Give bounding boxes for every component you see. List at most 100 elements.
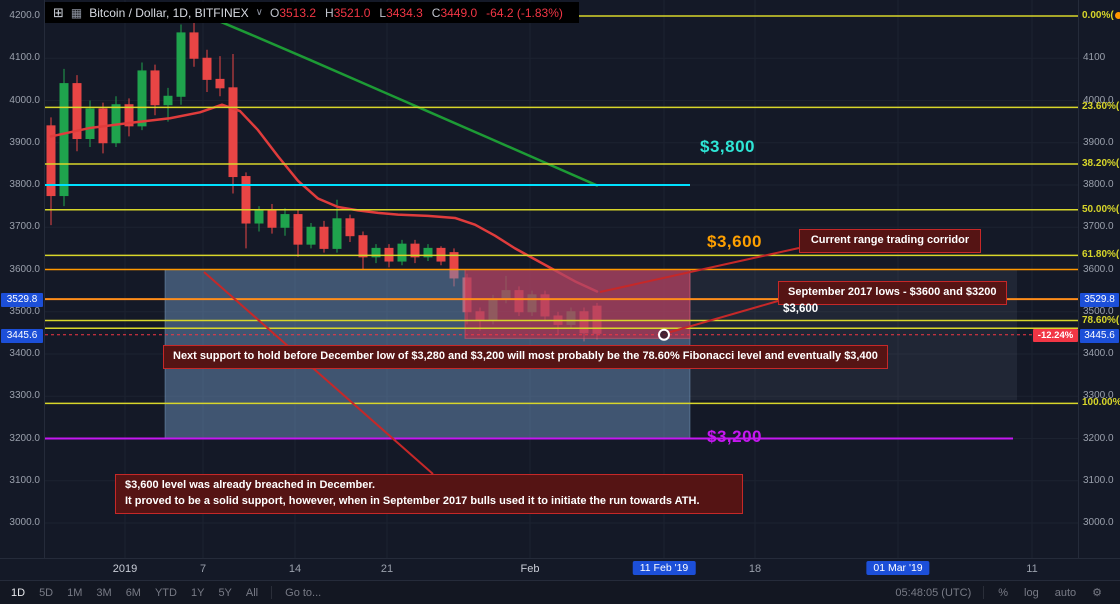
candle-body (137, 70, 147, 127)
price-tick-label: 3400.0 (1083, 348, 1114, 359)
date-tick-label: 14 (288, 563, 302, 575)
price-tick-label: 3100.0 (1083, 474, 1114, 486)
scale-button-percent[interactable]: % (998, 586, 1009, 599)
chevron-down-icon[interactable]: ∨ (255, 7, 263, 18)
candle-body (189, 32, 199, 59)
date-tick-label: Feb (520, 563, 540, 575)
range-button-3m[interactable]: 3M (96, 586, 112, 599)
range-button-6m[interactable]: 6M (125, 586, 141, 599)
annotation-arrow-line (599, 247, 800, 293)
fib-percent-label: 50.00%( (1082, 203, 1120, 215)
date-tick-label: 21 (380, 563, 394, 575)
range-button-1m[interactable]: 1M (67, 586, 83, 599)
annotation-arrow-line (203, 271, 434, 475)
annotation-3600-history-line1: $3,600 level was already breached in Dec… (125, 479, 376, 491)
goto-button[interactable]: Go to... (285, 586, 322, 599)
candle-body (280, 214, 290, 228)
fib-percent-label: 38.20%( (1082, 158, 1120, 169)
date-badge: 01 Mar '19 (866, 561, 930, 575)
price-tick-label: 3800.0 (9, 179, 40, 190)
candle-body (410, 243, 420, 258)
range-button-1y[interactable]: 1Y (190, 586, 205, 599)
ohlc-readout: O3513.2 H3521.0 L3434.3 C3449.0 -64.2 (-… (270, 6, 563, 20)
settings-gear-icon[interactable]: ⚙ (1092, 587, 1102, 599)
candle-body (319, 226, 329, 249)
watchlist-grid-icon[interactable]: ⊞ (53, 4, 64, 20)
fib-percent-label: 23.60%( (1082, 101, 1120, 113)
annotation-sept-2017-lows[interactable]: September 2017 lows - $3600 and $3200 (778, 281, 1007, 305)
low-label: L (379, 5, 387, 20)
price-label-3200[interactable]: $3,200 (707, 427, 762, 446)
change-value: -64.2 (-1.83%) (486, 5, 563, 20)
candle-body (150, 70, 160, 106)
candle-body (306, 226, 316, 245)
price-tick-label: 3700.0 (9, 221, 40, 233)
toolbar-divider (983, 586, 985, 599)
price-tick-label: 3700.0 (1083, 221, 1114, 233)
date-tick-label: 2019 (112, 563, 138, 575)
price-tick-label: 3000.0 (9, 517, 40, 528)
price-marker-circle[interactable] (658, 328, 670, 341)
fib-percent-label: 61.80%( (1082, 249, 1120, 261)
chart-type-icon[interactable]: ▦ (70, 5, 83, 20)
price-tick-label: 3000.0 (1083, 517, 1114, 528)
candle-body (46, 125, 56, 197)
scale-button-auto[interactable]: auto (1054, 586, 1077, 599)
range-button-1d[interactable]: 1D (11, 586, 26, 599)
ma-fast-line (49, 103, 599, 293)
annotation-next-support[interactable]: Next support to hold before December low… (163, 345, 888, 369)
annotation-3600-history[interactable]: $3,600 level was already breached in Dec… (115, 474, 743, 514)
time-axis[interactable]: 2019 7 14 21 Feb 11 Feb '19 18 01 Mar '19 11 (0, 558, 1120, 580)
price-label-3600[interactable]: $3,600 (707, 232, 762, 251)
low-value: 3434.3 (386, 5, 423, 20)
price-tick-label: 3500.0 (1083, 305, 1114, 317)
left-price-axis[interactable]: 4200.0 4100.0 4000.0 3900.0 3800.0 3700.0 3600… (0, 0, 45, 558)
candle-body (267, 209, 277, 228)
candle-body (293, 214, 303, 245)
candle-body (254, 209, 264, 224)
price-tick-label: 4000.0 (9, 94, 40, 106)
date-tick-label: 18 (748, 563, 762, 575)
range-button-5d[interactable]: 5D (39, 586, 54, 599)
range-button-ytd[interactable]: YTD (154, 586, 177, 599)
candle-body (358, 235, 368, 258)
range-button-5y[interactable]: 5Y (218, 586, 232, 599)
candle-body (371, 247, 381, 258)
candle-body (72, 83, 82, 140)
toolbar-divider (271, 586, 273, 599)
date-tick-label: 7 (199, 563, 207, 575)
fib-anchor-dot-icon (1114, 11, 1120, 19)
symbol-legend: ⊞ ▦ Bitcoin / Dollar, 1D, BITFINEX ∨ O35… (45, 2, 579, 23)
fib-percent-label: 78.60%( (1082, 314, 1120, 326)
price-tick-label: 3300.0 (9, 390, 40, 402)
open-value: 3513.2 (279, 5, 317, 20)
candle-body (332, 218, 342, 249)
price-tick-label: 3200.0 (9, 432, 40, 444)
annotation-range-corridor[interactable]: Current range trading corridor (799, 229, 981, 253)
bottom-toolbar: 1D 5D 1M 3M 6M YTD 1Y 5Y All Go to... 05:48:05 (… (0, 580, 1120, 604)
symbol-title[interactable]: Bitcoin / Dollar, 1D, BITFINEX (89, 5, 249, 20)
candle-body (163, 95, 173, 106)
date-badge: 11 Feb '19 (632, 561, 696, 575)
fib-percent-label: 0.00%( (1082, 10, 1120, 22)
price-badge: 3445.6 (1, 328, 43, 343)
label-3600-white: $3,600 (783, 303, 819, 315)
price-tick-label: 4000.0 (1083, 94, 1114, 106)
high-label: H (325, 5, 334, 20)
price-tick-label: 3900.0 (1083, 136, 1114, 148)
clock-utc[interactable]: 05:48:05 (UTC) (895, 586, 972, 599)
candle-body (397, 243, 407, 262)
annotation-arrow-line (666, 300, 779, 334)
candle-body (241, 176, 251, 224)
candle-body (124, 104, 134, 127)
right-price-axis[interactable]: 4100 4000.0 3900.0 3800.0 3700.0 3600.0 3500.0… (1078, 0, 1120, 558)
date-tick-label: 11 (1026, 563, 1038, 575)
candle-body (85, 108, 95, 140)
range-buttons: 1D 5D 1M 3M 6M YTD 1Y 5Y All (4, 587, 265, 599)
candle-body (345, 218, 355, 237)
fib-percent-label: 100.00%( (1082, 397, 1120, 409)
price-label-3800[interactable]: $3,800 (700, 137, 755, 156)
scale-button-log[interactable]: log (1024, 586, 1039, 599)
range-button-all[interactable]: All (245, 586, 259, 599)
